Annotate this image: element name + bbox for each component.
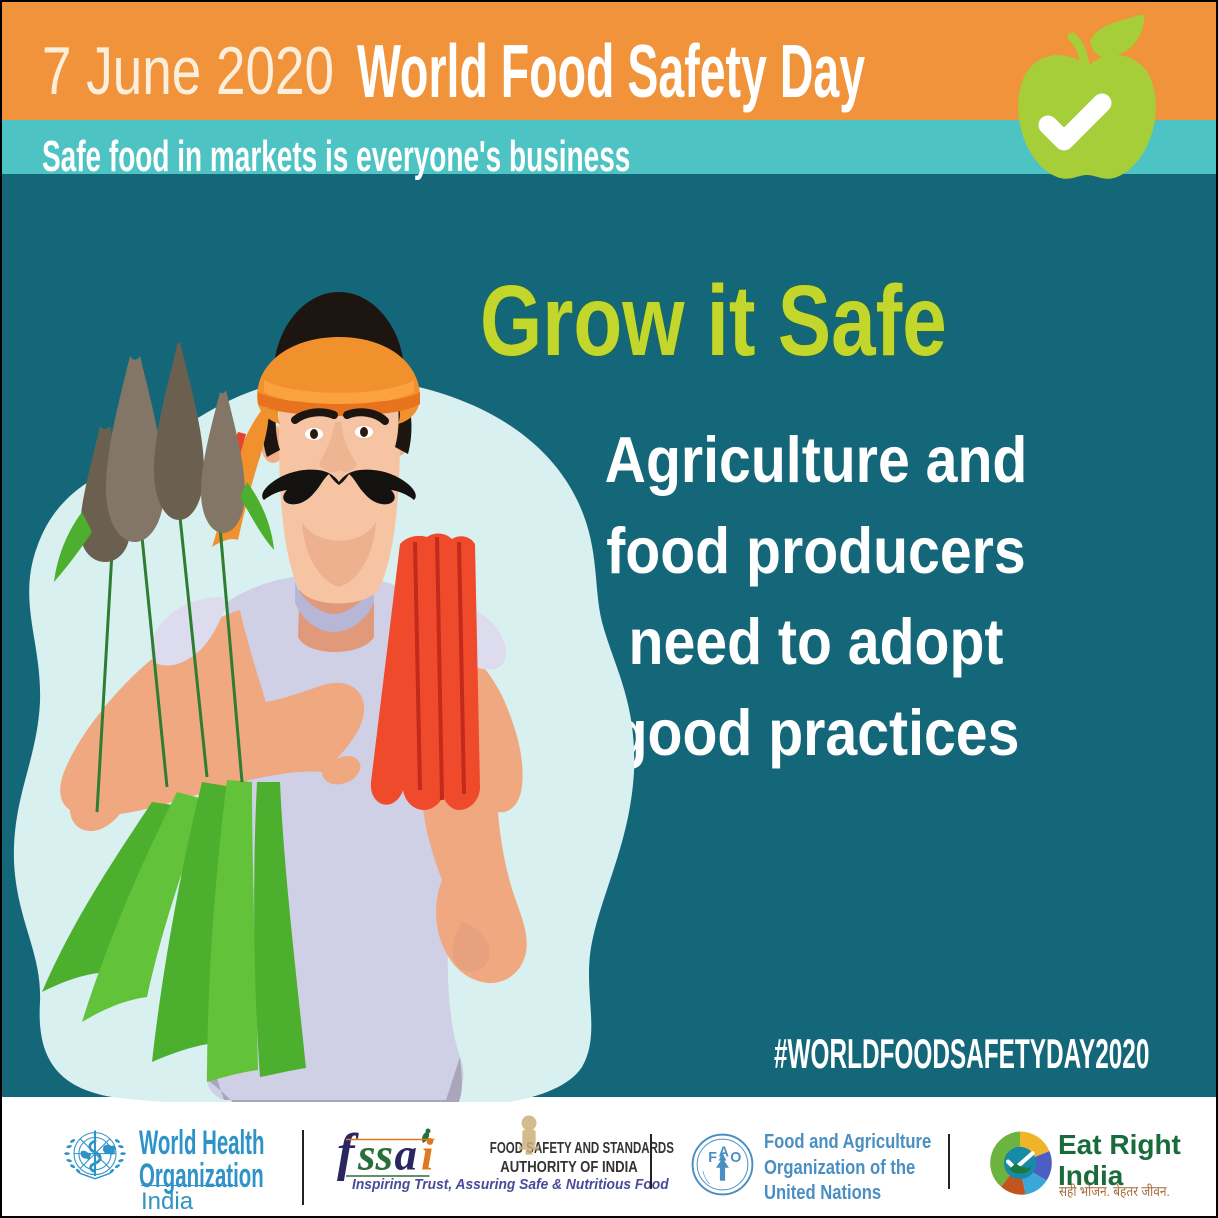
svg-text:ss: ss — [357, 1130, 393, 1180]
svg-text:O: O — [730, 1150, 741, 1166]
svg-text:F: F — [708, 1150, 717, 1166]
svg-text:f: f — [337, 1124, 359, 1182]
svg-text:a: a — [395, 1130, 418, 1180]
